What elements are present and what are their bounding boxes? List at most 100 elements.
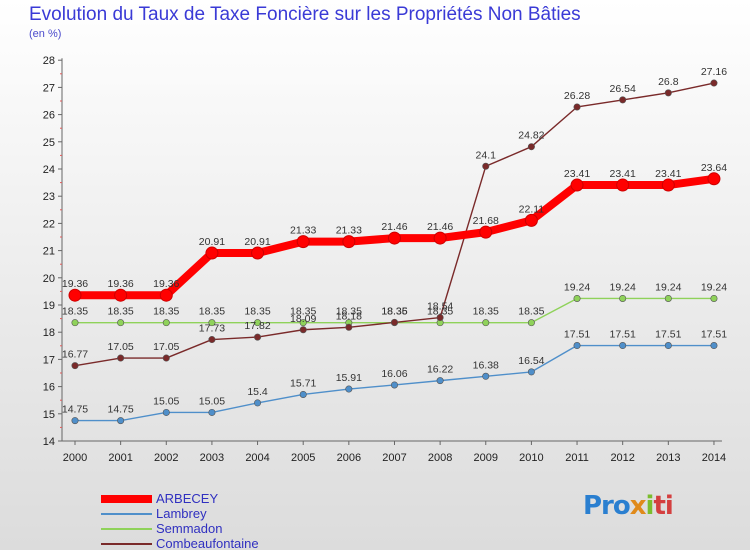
data-point-lambrey: [71, 417, 79, 425]
data-point-arbecey: [433, 231, 447, 245]
data-label-combeaufontaine: 17.05: [153, 341, 179, 353]
data-point-combeaufontaine: [573, 103, 581, 111]
data-label-combeaufontaine: 26.8: [658, 76, 679, 88]
data-label-lambrey: 15.91: [336, 372, 362, 384]
data-point-semmadon: [710, 294, 718, 302]
x-tick-label: 2000: [63, 452, 87, 464]
x-tick-label: 2007: [382, 452, 406, 464]
data-point-combeaufontaine: [710, 79, 718, 87]
data-point-combeaufontaine: [162, 354, 170, 362]
data-point-arbecey: [570, 178, 584, 192]
x-tick-label: 2002: [154, 452, 178, 464]
data-point-lambrey: [208, 408, 216, 416]
data-label-lambrey: 14.75: [62, 404, 88, 416]
data-point-combeaufontaine: [619, 96, 627, 104]
data-label-semmadon: 18.35: [336, 306, 362, 318]
data-label-semmadon: 18.35: [518, 306, 544, 318]
data-point-arbecey: [479, 225, 493, 239]
data-point-semmadon: [619, 294, 627, 302]
x-tick-label: 2012: [610, 452, 634, 464]
data-point-combeaufontaine: [71, 362, 79, 370]
data-point-combeaufontaine: [208, 336, 216, 344]
data-point-arbecey: [387, 231, 401, 245]
data-point-lambrey: [390, 381, 398, 389]
y-tick-label: 24: [43, 164, 55, 176]
data-point-combeaufontaine: [254, 333, 262, 341]
x-tick-label: 2005: [291, 452, 315, 464]
data-point-lambrey: [254, 399, 262, 407]
data-point-semmadon: [573, 294, 581, 302]
data-label-arbecey: 19.36: [153, 278, 179, 290]
data-point-semmadon: [299, 319, 307, 327]
data-label-semmadon: 18.35: [62, 306, 88, 318]
x-tick-label: 2014: [702, 452, 726, 464]
data-point-arbecey: [251, 246, 265, 260]
data-label-lambrey: 15.05: [199, 395, 225, 407]
data-label-combeaufontaine: 17.73: [199, 323, 225, 335]
y-tick-label: 28: [43, 55, 55, 67]
data-point-arbecey: [342, 235, 356, 249]
data-label-semmadon: 18.35: [381, 306, 407, 318]
data-label-semmadon: 19.24: [564, 281, 590, 293]
y-tick-label: 23: [43, 191, 55, 203]
data-point-semmadon: [254, 319, 262, 327]
data-label-semmadon: 18.35: [290, 306, 316, 318]
data-point-semmadon: [527, 319, 535, 327]
data-label-arbecey: 19.36: [62, 278, 88, 290]
data-point-combeaufontaine: [345, 323, 353, 331]
data-label-lambrey: 17.51: [610, 329, 636, 341]
y-tick-label: 19: [43, 300, 55, 312]
x-tick-label: 2006: [337, 452, 361, 464]
y-tick-label: 25: [43, 137, 55, 149]
data-point-lambrey: [117, 417, 125, 425]
data-label-combeaufontaine: 26.54: [610, 83, 636, 95]
data-label-arbecey: 21.46: [381, 221, 407, 233]
data-point-combeaufontaine: [299, 326, 307, 334]
chart-title: Evolution du Taux de Taxe Foncière sur l…: [29, 4, 581, 25]
data-point-semmadon: [162, 319, 170, 327]
data-label-arbecey: 21.33: [290, 225, 316, 237]
data-point-combeaufontaine: [664, 89, 672, 97]
data-label-lambrey: 14.75: [107, 404, 133, 416]
data-label-lambrey: 16.22: [427, 364, 453, 376]
data-point-lambrey: [573, 342, 581, 350]
y-tick-label: 17: [43, 354, 55, 366]
x-tick-label: 2008: [428, 452, 452, 464]
data-point-lambrey: [710, 342, 718, 350]
data-label-arbecey: 23.41: [655, 168, 681, 180]
data-label-arbecey: 21.68: [473, 215, 499, 227]
data-point-lambrey: [619, 342, 627, 350]
data-label-combeaufontaine: 16.77: [62, 349, 88, 361]
y-tick-label: 22: [43, 218, 55, 230]
data-label-combeaufontaine: 18.36: [381, 305, 407, 317]
proxiti-logo: Proxiti: [583, 491, 674, 521]
data-point-arbecey: [616, 178, 630, 192]
data-label-combeaufontaine: 18.09: [290, 313, 316, 325]
data-point-combeaufontaine: [390, 318, 398, 326]
data-label-lambrey: 15.4: [247, 386, 268, 398]
data-label-lambrey: 17.51: [701, 329, 727, 341]
data-label-arbecey: 21.33: [336, 225, 362, 237]
data-label-arbecey: 20.91: [199, 236, 225, 248]
data-label-lambrey: 16.06: [381, 368, 407, 380]
data-point-combeaufontaine: [117, 354, 125, 362]
data-point-lambrey: [482, 372, 490, 380]
data-label-combeaufontaine: 26.28: [564, 90, 590, 102]
data-label-combeaufontaine: 24.82: [518, 130, 544, 142]
y-tick-label: 21: [43, 246, 55, 258]
data-point-arbecey: [661, 178, 675, 192]
data-label-arbecey: 20.91: [244, 236, 270, 248]
legend-label-lambrey: Lambrey: [156, 506, 207, 521]
data-label-lambrey: 17.51: [564, 329, 590, 341]
data-label-semmadon: 18.35: [153, 306, 179, 318]
data-label-lambrey: 17.51: [655, 329, 681, 341]
x-tick-label: 2003: [200, 452, 224, 464]
data-point-lambrey: [664, 342, 672, 350]
data-label-combeaufontaine: 17.05: [107, 341, 133, 353]
data-point-lambrey: [527, 368, 535, 376]
data-point-arbecey: [159, 288, 173, 302]
data-label-semmadon: 18.35: [107, 306, 133, 318]
data-label-combeaufontaine: 18.54: [427, 301, 453, 313]
data-label-arbecey: 19.36: [107, 278, 133, 290]
